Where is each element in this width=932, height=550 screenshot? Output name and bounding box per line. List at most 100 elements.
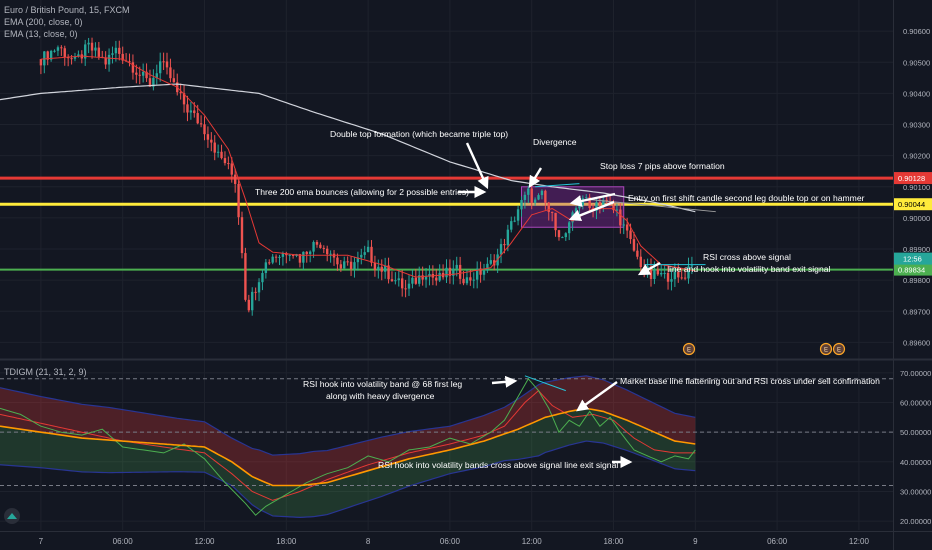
candle-body bbox=[254, 291, 257, 293]
candle-body bbox=[397, 278, 400, 281]
earnings-icon bbox=[832, 342, 846, 356]
earnings-icon bbox=[819, 342, 833, 356]
price-tick-label: 0.89700 bbox=[903, 307, 930, 316]
ema13-legend[interactable]: EMA (13, close, 0) bbox=[4, 29, 78, 39]
candle-body bbox=[455, 264, 458, 269]
candle-body bbox=[666, 272, 670, 282]
earnings-icon bbox=[682, 342, 696, 356]
symbol-legend[interactable]: Euro / British Pound, 15, FXCM bbox=[4, 5, 130, 15]
candle-body bbox=[625, 224, 629, 231]
candle-body bbox=[189, 110, 193, 113]
candle-body bbox=[673, 272, 677, 280]
triple-top-line bbox=[586, 198, 716, 213]
candle-body bbox=[653, 269, 656, 279]
candle-body bbox=[39, 59, 43, 66]
candle-body bbox=[680, 277, 683, 279]
candle-body bbox=[165, 61, 169, 68]
price-tick-label: 0.89900 bbox=[903, 245, 930, 254]
candle-body bbox=[438, 272, 441, 281]
candle-body bbox=[271, 256, 274, 263]
candle-body bbox=[159, 61, 162, 74]
candle-body bbox=[268, 262, 271, 264]
candle-body bbox=[366, 246, 370, 253]
candle-body bbox=[523, 194, 527, 200]
upper-band-fill bbox=[0, 375, 696, 486]
candle-body bbox=[114, 47, 118, 54]
candle-body bbox=[493, 260, 496, 266]
candle-body bbox=[533, 199, 537, 203]
tdi-legend[interactable]: TDIGM (21, 31, 2, 9) bbox=[4, 367, 87, 377]
price-annotation: RSI cross above signal bbox=[703, 252, 791, 262]
x-tick-label: 06:00 bbox=[113, 537, 134, 546]
candle-body bbox=[315, 241, 319, 245]
candle-body bbox=[619, 209, 622, 226]
candle-body bbox=[288, 254, 291, 256]
candle-body bbox=[479, 268, 482, 275]
candle-body bbox=[482, 270, 486, 275]
exit-price-label: 0.89834 bbox=[898, 266, 925, 275]
candle-body bbox=[353, 262, 356, 270]
candle-body bbox=[472, 279, 475, 281]
candle-body bbox=[428, 273, 431, 277]
x-tick-label: 8 bbox=[366, 537, 371, 546]
x-tick-label: 12:00 bbox=[194, 537, 215, 546]
candle-body bbox=[244, 253, 247, 300]
candle-body bbox=[411, 277, 414, 284]
candle-body bbox=[261, 272, 264, 283]
candle-body bbox=[605, 199, 608, 202]
candle-body bbox=[251, 291, 254, 311]
ema200-legend[interactable]: EMA (200, close, 0) bbox=[4, 17, 83, 27]
tdi-signal-line bbox=[0, 389, 696, 501]
candle-body bbox=[452, 268, 455, 276]
candle-body bbox=[84, 44, 87, 59]
candle-body bbox=[203, 124, 206, 135]
candle-body bbox=[370, 246, 373, 263]
candle-body bbox=[264, 262, 268, 273]
lower-band-fill bbox=[0, 408, 696, 518]
candle-body bbox=[424, 276, 428, 280]
candle-body bbox=[302, 251, 305, 263]
tdi-annotation: along with heavy divergence bbox=[326, 391, 435, 401]
candle-body bbox=[152, 77, 155, 87]
candle-body bbox=[46, 51, 49, 60]
candle-body bbox=[588, 197, 591, 208]
price-tick-label: 0.90600 bbox=[903, 27, 930, 36]
candle-body bbox=[557, 230, 561, 238]
candle-body bbox=[356, 257, 360, 263]
candle-body bbox=[544, 190, 547, 203]
earnings-icon-label: E bbox=[837, 348, 841, 354]
tdi-tick-label: 50.00000 bbox=[900, 428, 931, 437]
candle-body bbox=[186, 104, 189, 113]
earnings-icon-label: E bbox=[824, 348, 828, 354]
candle-body bbox=[121, 53, 124, 61]
candle-body bbox=[206, 134, 210, 140]
candle-body bbox=[145, 71, 148, 79]
candle-body bbox=[469, 277, 472, 281]
candle-body bbox=[499, 244, 503, 255]
candle-body bbox=[687, 266, 690, 279]
earnings-icon-label: E bbox=[687, 348, 691, 354]
candle-body bbox=[547, 202, 550, 212]
candle-body bbox=[506, 229, 510, 246]
candle-body bbox=[319, 244, 322, 248]
price-annotation: Divergence bbox=[533, 137, 577, 147]
candle-body bbox=[281, 253, 285, 257]
price-annotation: Entry on first shift candle second leg d… bbox=[628, 193, 865, 203]
candle-body bbox=[394, 280, 397, 282]
candle-body bbox=[77, 54, 80, 57]
price-tick-label: 0.90100 bbox=[903, 183, 930, 192]
candle-body bbox=[418, 275, 421, 284]
candle-body bbox=[387, 265, 390, 280]
candles bbox=[39, 37, 694, 316]
volatility-bands bbox=[0, 375, 696, 518]
candle-body bbox=[690, 265, 694, 267]
price-annotation: Stop loss 7 pips above formation bbox=[600, 161, 725, 171]
annotation-arrow bbox=[465, 142, 489, 190]
candle-body bbox=[516, 209, 520, 221]
candle-body bbox=[629, 230, 632, 240]
tdi-tick-label: 60.00000 bbox=[900, 399, 931, 408]
candle-body bbox=[312, 241, 315, 252]
